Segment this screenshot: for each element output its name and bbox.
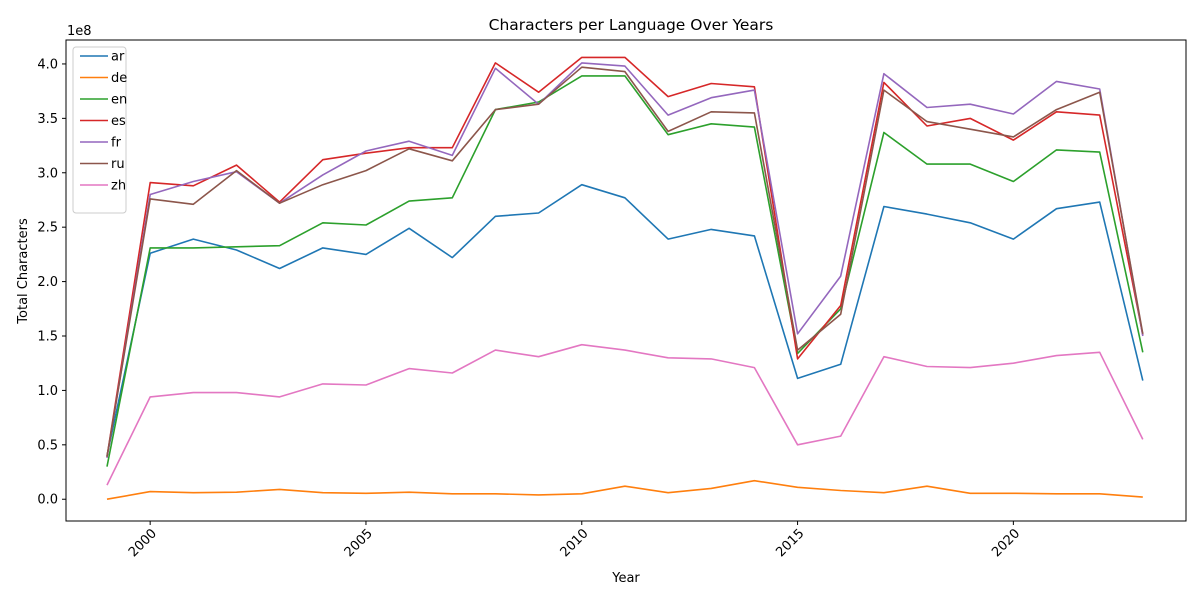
- series-line-de: [106, 479, 1143, 500]
- y-tick-label: 2.0: [37, 275, 58, 290]
- x-tick-label: 2015: [773, 526, 807, 560]
- chart-title: Characters per Language Over Years: [489, 16, 774, 34]
- series-line-es: [106, 56, 1144, 457]
- y-axis: 0.0 0.5 1.0 1.5 2.0 2.5 3.0 3.5 4.0: [37, 57, 66, 508]
- legend-box: [72, 46, 127, 214]
- plot-frame: [65, 39, 1187, 522]
- y-tick-label: 4.0: [37, 57, 58, 72]
- y-tick-label: 1.5: [37, 330, 58, 345]
- plot-area: [65, 39, 1187, 522]
- legend-label-ru: ru: [111, 157, 125, 172]
- y-tick-label: 2.5: [37, 221, 58, 236]
- x-tick-label: 2020: [989, 526, 1023, 560]
- y-tick-label: 3.0: [37, 166, 58, 181]
- y-axis-title: Total Characters: [16, 218, 31, 325]
- legend-label-zh: zh: [111, 179, 126, 194]
- x-tick-label: 2005: [342, 526, 376, 560]
- x-tick-label: 2000: [126, 526, 160, 560]
- y-tick-label: 0.5: [37, 438, 58, 453]
- y-tick-label: 1.0: [37, 384, 58, 399]
- series-line-en: [106, 75, 1144, 467]
- x-tick-label: 2010: [558, 526, 592, 560]
- series-line-zh: [106, 343, 1144, 486]
- x-axis: 2000 2005 2010 2015 2020: [126, 521, 1023, 560]
- series-line-ar: [106, 183, 1144, 456]
- series-lines: [106, 56, 1144, 500]
- legend: ar de en es fr ru zh: [72, 46, 127, 214]
- y-tick-label: 3.5: [37, 112, 58, 127]
- y-tick-label: 0.0: [37, 493, 58, 508]
- x-axis-title: Year: [611, 571, 640, 586]
- legend-label-de: de: [111, 71, 127, 86]
- legend-label-ar: ar: [111, 50, 125, 65]
- legend-label-es: es: [111, 114, 126, 129]
- legend-label-en: en: [111, 93, 127, 108]
- y-multiplier-label: 1e8: [67, 24, 92, 39]
- legend-label-fr: fr: [111, 136, 122, 151]
- series-line-ru: [106, 66, 1144, 457]
